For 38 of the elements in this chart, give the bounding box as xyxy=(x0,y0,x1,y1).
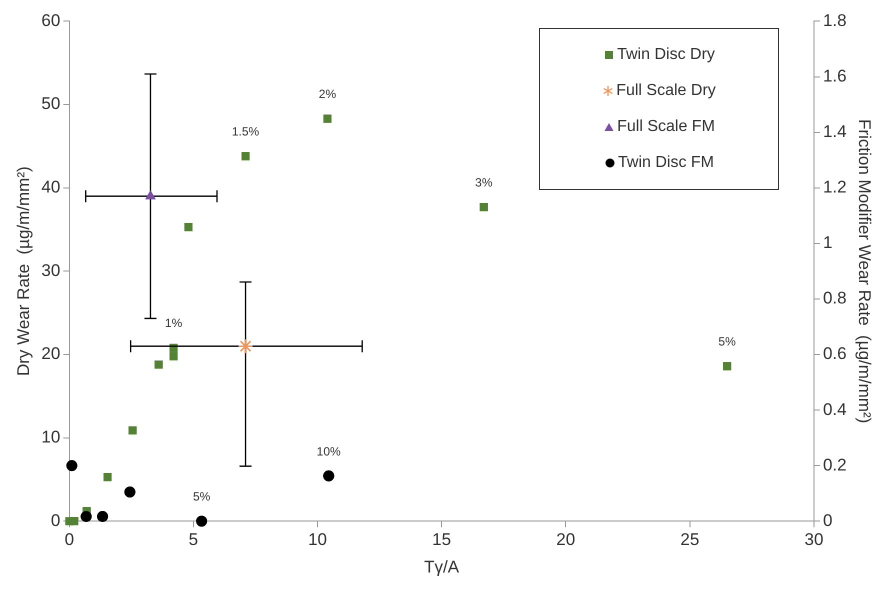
annotation: 5% xyxy=(718,334,736,349)
x-tick-label: 15 xyxy=(432,530,452,550)
y-tick-label: 10 xyxy=(41,428,60,447)
y2-tick-label: 1.6 xyxy=(822,66,847,86)
y-tick-label: 30 xyxy=(41,260,60,280)
legend-label: Twin Disc FM xyxy=(618,154,714,172)
x-tick-label: 20 xyxy=(556,530,576,550)
y-tick-label: 40 xyxy=(41,178,60,197)
x-tick-label: 0 xyxy=(64,530,74,550)
x-tick-label: 5 xyxy=(188,530,198,550)
y-tick-label: 0 xyxy=(50,510,60,530)
x-tick-label: 25 xyxy=(680,530,700,550)
legend-label: Twin Disc Dry xyxy=(617,46,715,64)
x-axis-title: Tγ/A xyxy=(424,557,460,576)
x-tick-label: 30 xyxy=(804,530,824,550)
y-tick-label: 20 xyxy=(41,344,60,364)
y2-tick-label: 0 xyxy=(822,510,832,530)
y2-tick-label: 1.2 xyxy=(822,178,847,197)
annotation: 5% xyxy=(192,490,211,504)
y-tick-label: 50 xyxy=(41,94,60,114)
y2-tick-label: 1.8 xyxy=(822,10,847,30)
y2-tick-label: 1 xyxy=(822,233,832,252)
y2-tick-label: 0.4 xyxy=(822,400,847,419)
annotation: 10% xyxy=(316,444,342,459)
x-tick-label: 10 xyxy=(308,530,327,550)
y-axis-title: Dry Wear Rate (µg/m/mm²) xyxy=(14,166,33,376)
y2-axis-title: Friction Modifier Wear Rate (µg/m/mm²) xyxy=(855,119,874,424)
legend-label: Full Scale FM xyxy=(617,118,715,136)
annotation: 2% xyxy=(318,87,336,102)
legend-label: Full Scale Dry xyxy=(616,82,716,100)
annotation: 1.5% xyxy=(232,124,260,139)
y2-tick-label: 1.4 xyxy=(822,122,847,141)
y-tick-label: 60 xyxy=(41,10,60,30)
y2-tick-label: 0.6 xyxy=(822,344,847,364)
y2-tick-label: 0.2 xyxy=(822,455,847,474)
annotation: 3% xyxy=(475,175,493,190)
annotation: 1% xyxy=(164,316,183,330)
y2-tick-label: 0.8 xyxy=(822,288,847,308)
